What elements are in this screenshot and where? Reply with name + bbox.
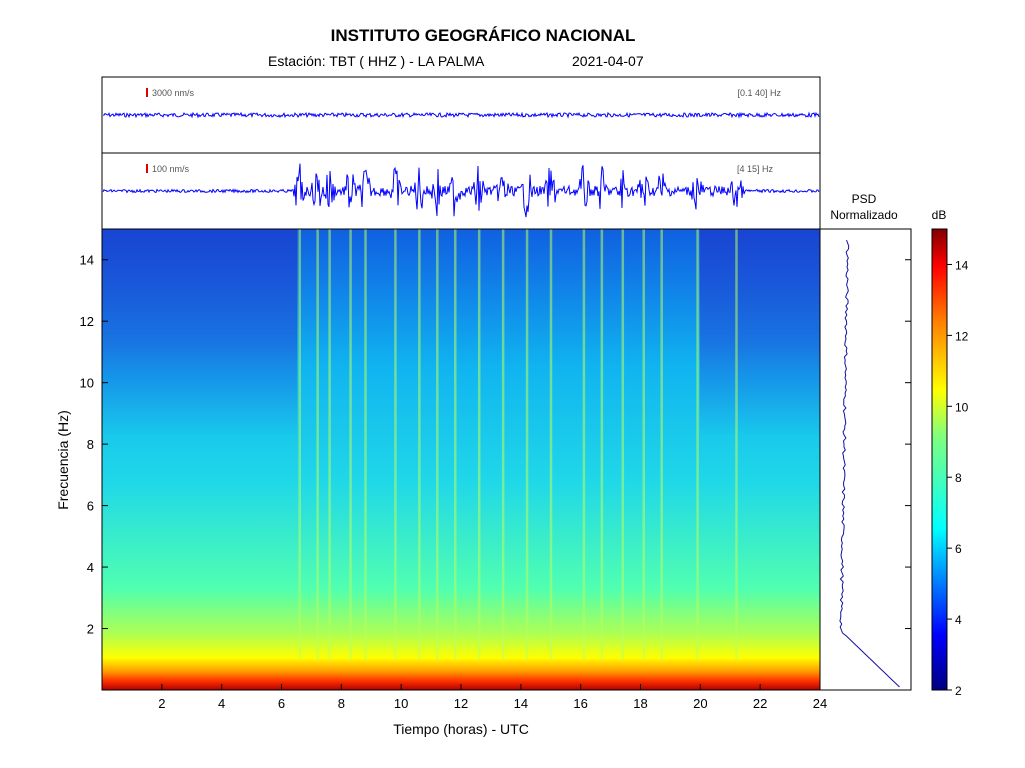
- event-line-17: [660, 229, 663, 660]
- colorbar-tick-label-14: 14: [955, 258, 969, 272]
- date-label: 2021-04-07: [572, 53, 644, 69]
- event-line-16: [642, 229, 645, 660]
- colorbar-tick-label-2: 2: [955, 684, 962, 698]
- event-line-7: [436, 229, 439, 660]
- trace-waveform-2: [102, 163, 820, 218]
- x-tick-label-18: 18: [633, 696, 647, 711]
- x-tick-label-24: 24: [813, 696, 827, 711]
- scale-bar-1: [146, 88, 148, 97]
- colorbar-tick-label-10: 10: [955, 400, 969, 414]
- psd-panel: PSD Normalizado: [819, 192, 912, 691]
- event-lines: [298, 229, 738, 660]
- band-label-2: [4 15] Hz: [737, 164, 774, 174]
- x-tick-label-14: 14: [514, 696, 528, 711]
- event-line-0: [298, 229, 301, 660]
- trace-waveform-1: [102, 111, 820, 119]
- event-line-15: [621, 229, 625, 660]
- x-tick-label-4: 4: [218, 696, 225, 711]
- event-line-14: [600, 229, 604, 660]
- y-axis: 2 4 6 8 10 12 14: [80, 253, 108, 637]
- y-tick-label-14: 14: [80, 253, 94, 268]
- colorbar-label: dB: [932, 208, 947, 222]
- colorbar-tick-label-12: 12: [955, 329, 969, 343]
- trace-panel-broadband: 3000 nm/s [0.1 40] Hz: [101, 76, 821, 154]
- x-tick-label-8: 8: [338, 696, 345, 711]
- page-title: INSTITUTO GEOGRÁFICO NACIONAL: [330, 26, 636, 45]
- event-line-8: [454, 229, 457, 660]
- y-axis-label: Frecuencia (Hz): [55, 410, 71, 510]
- event-line-12: [549, 229, 553, 660]
- y-tick-label-12: 12: [80, 314, 94, 329]
- event-line-18: [696, 229, 699, 660]
- psd-title: PSD: [852, 192, 877, 206]
- y-tick-label-10: 10: [80, 376, 94, 391]
- scale-bar-2: [146, 164, 148, 173]
- event-line-10: [501, 229, 505, 660]
- event-line-19: [735, 229, 738, 660]
- event-line-1: [316, 229, 319, 660]
- psd-curve: [839, 239, 900, 688]
- x-axis-label: Tiempo (horas) - UTC: [393, 721, 529, 737]
- event-line-13: [582, 229, 586, 660]
- event-line-6: [418, 229, 421, 660]
- x-axis: 2 4 6 8 10 12 14 16 18 20 22 24: [158, 684, 827, 711]
- station-label: Estación: TBT ( HHZ ) - LA PALMA: [268, 53, 485, 69]
- scale-label-1: 3000 nm/s: [152, 88, 195, 98]
- band-label-1: [0.1 40] Hz: [737, 88, 781, 98]
- y-tick-label-4: 4: [87, 560, 94, 575]
- x-tick-label-20: 20: [693, 696, 707, 711]
- colorbar-tick-label-4: 4: [955, 613, 962, 627]
- y-tick-label-8: 8: [87, 437, 94, 452]
- psd-subtitle: Normalizado: [830, 208, 898, 222]
- y-tick-label-2: 2: [87, 622, 94, 637]
- scale-label-2: 100 nm/s: [152, 164, 190, 174]
- event-line-5: [394, 229, 397, 660]
- y-tick-label-6: 6: [87, 499, 94, 514]
- event-line-3: [349, 229, 352, 660]
- event-line-11: [525, 229, 529, 660]
- x-tick-label-2: 2: [158, 696, 165, 711]
- trace-panel-filtered: 100 nm/s [4 15] Hz: [101, 152, 821, 230]
- x-tick-label-10: 10: [394, 696, 408, 711]
- x-tick-label-6: 6: [278, 696, 285, 711]
- x-tick-label-12: 12: [454, 696, 468, 711]
- x-tick-label-16: 16: [573, 696, 587, 711]
- colorbar-tick-label-8: 8: [955, 471, 962, 485]
- colorbar: dB 2 4 6 8 10 12 14: [931, 208, 969, 698]
- colorbar-tick-label-6: 6: [955, 542, 962, 556]
- event-line-4: [364, 229, 367, 660]
- event-line-2: [328, 229, 331, 660]
- event-line-9: [477, 229, 481, 660]
- x-tick-label-22: 22: [753, 696, 767, 711]
